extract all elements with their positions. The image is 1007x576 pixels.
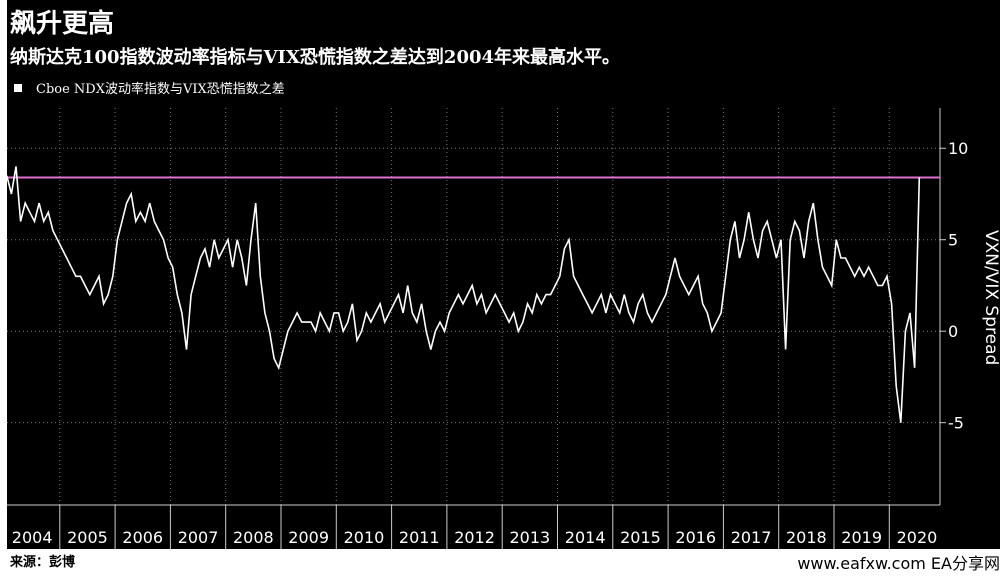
x-tick-label: 2011 [399,528,440,547]
y-tick-label: 10 [948,139,968,158]
x-tick-label: 2013 [509,528,550,547]
x-tick-label: 2005 [67,528,108,547]
x-tick-label: 2010 [344,528,385,547]
x-tick-label: 2004 [12,528,53,547]
chart-subtitle: 纳斯达克100指数波动率指标与VIX恐慌指数之差达到2004年来最高水平。 [10,46,620,68]
x-tick-label: 2016 [675,528,716,547]
y-axis-label: VXN/VIX Spread [981,230,1001,365]
x-tick-label: 2014 [565,528,606,547]
legend-label: Cboe NDX波动率指数与VIX恐慌指数之差 [36,81,285,97]
chart-title: 飙升更高 [10,8,114,39]
y-tick-label: 0 [948,322,958,341]
series-line [6,166,921,423]
y-tick-label: -5 [948,414,964,433]
watermark: www.eafxw.com EA分享网 [797,554,1000,573]
x-tick-label: 2020 [897,528,938,547]
x-tick-label: 2015 [620,528,661,547]
x-tick-label: 2018 [786,528,827,547]
x-tick-label: 2012 [454,528,495,547]
x-tick-label: 2007 [178,528,219,547]
x-tick-label: 2008 [233,528,274,547]
x-tick-label: 2009 [288,528,329,547]
legend-swatch [14,84,22,92]
panel [7,0,1000,549]
source: 来源：彭博 [9,554,75,570]
x-tick-label: 2019 [841,528,882,547]
x-tick-label: 2006 [122,528,163,547]
y-tick-label: 5 [948,231,958,250]
footer-bg [7,549,1000,576]
x-tick-label: 2017 [731,528,772,547]
